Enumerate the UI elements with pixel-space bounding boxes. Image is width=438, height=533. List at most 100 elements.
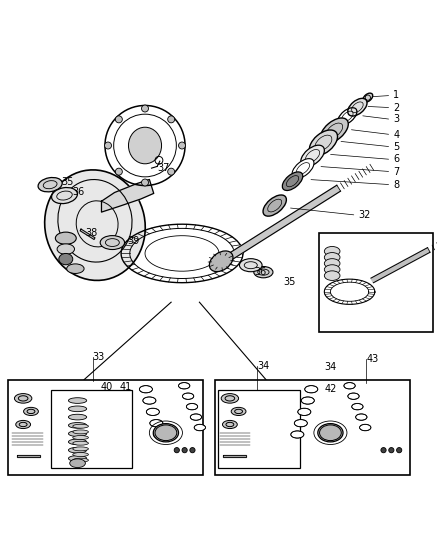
Circle shape [115, 116, 122, 123]
Ellipse shape [73, 424, 88, 428]
Ellipse shape [59, 254, 73, 265]
Ellipse shape [301, 145, 325, 167]
Ellipse shape [139, 385, 152, 393]
Ellipse shape [70, 459, 85, 467]
Ellipse shape [298, 408, 311, 416]
Ellipse shape [240, 259, 262, 272]
Polygon shape [80, 229, 95, 239]
Circle shape [190, 448, 195, 453]
Ellipse shape [24, 407, 39, 416]
Text: 3: 3 [393, 115, 399, 124]
Ellipse shape [209, 251, 233, 272]
Ellipse shape [226, 422, 234, 426]
Text: 35: 35 [61, 176, 74, 187]
Circle shape [381, 448, 386, 453]
Ellipse shape [320, 118, 348, 143]
Ellipse shape [194, 424, 205, 431]
Ellipse shape [348, 393, 359, 399]
Ellipse shape [68, 423, 87, 428]
Text: 1: 1 [393, 91, 399, 100]
Polygon shape [102, 180, 154, 212]
Bar [8, 379, 203, 474]
Ellipse shape [235, 409, 243, 414]
Circle shape [115, 168, 122, 175]
Text: 43: 43 [366, 354, 378, 364]
Text: 5: 5 [393, 142, 399, 152]
Ellipse shape [52, 188, 78, 204]
Ellipse shape [223, 421, 237, 429]
Ellipse shape [292, 159, 314, 179]
Bar [215, 379, 410, 474]
Ellipse shape [19, 422, 27, 426]
Text: 35: 35 [283, 277, 296, 287]
Ellipse shape [14, 393, 32, 403]
Ellipse shape [294, 419, 307, 427]
Ellipse shape [363, 93, 373, 102]
Ellipse shape [68, 406, 87, 411]
Text: 34: 34 [257, 361, 269, 371]
Ellipse shape [225, 395, 235, 401]
Ellipse shape [283, 172, 303, 190]
Ellipse shape [16, 421, 31, 429]
Polygon shape [223, 455, 247, 457]
Ellipse shape [27, 409, 35, 414]
Ellipse shape [190, 414, 201, 421]
Text: 7: 7 [393, 167, 399, 176]
Ellipse shape [352, 403, 363, 410]
Text: 37: 37 [157, 163, 170, 173]
Ellipse shape [324, 253, 340, 262]
Ellipse shape [324, 246, 340, 256]
Polygon shape [17, 455, 40, 457]
Bar [50, 390, 132, 467]
Ellipse shape [45, 170, 145, 280]
Ellipse shape [254, 266, 273, 278]
Ellipse shape [153, 424, 179, 442]
Ellipse shape [73, 453, 88, 456]
Polygon shape [371, 248, 430, 282]
Text: 36: 36 [254, 267, 267, 277]
Ellipse shape [221, 393, 239, 403]
Ellipse shape [100, 236, 124, 249]
Ellipse shape [67, 264, 84, 273]
Ellipse shape [146, 408, 159, 416]
Text: 8: 8 [393, 180, 399, 190]
Circle shape [179, 142, 185, 149]
Ellipse shape [73, 430, 88, 434]
Ellipse shape [68, 398, 87, 403]
Ellipse shape [291, 431, 304, 438]
Ellipse shape [68, 447, 87, 453]
Ellipse shape [179, 383, 190, 389]
Circle shape [168, 116, 175, 123]
Circle shape [182, 448, 187, 453]
Ellipse shape [73, 447, 88, 451]
Ellipse shape [186, 403, 198, 410]
Ellipse shape [68, 456, 87, 461]
Ellipse shape [55, 232, 76, 244]
Text: 6: 6 [393, 155, 399, 165]
Ellipse shape [143, 397, 156, 404]
Ellipse shape [68, 414, 87, 420]
Ellipse shape [38, 177, 62, 192]
Ellipse shape [344, 383, 355, 389]
Ellipse shape [73, 458, 88, 462]
Ellipse shape [183, 393, 194, 399]
Ellipse shape [360, 424, 371, 431]
Circle shape [141, 179, 148, 186]
Ellipse shape [231, 407, 246, 416]
Circle shape [168, 168, 175, 175]
Ellipse shape [324, 265, 340, 274]
Ellipse shape [68, 439, 87, 445]
Ellipse shape [57, 244, 74, 254]
Ellipse shape [324, 259, 340, 268]
Ellipse shape [150, 419, 163, 427]
Text: 36: 36 [72, 187, 85, 197]
Text: 39: 39 [127, 236, 140, 246]
Ellipse shape [356, 414, 367, 421]
Text: 33: 33 [93, 352, 105, 362]
Ellipse shape [73, 441, 88, 445]
Text: 41: 41 [120, 383, 132, 392]
Bar [218, 390, 300, 467]
Text: 42: 42 [324, 384, 337, 394]
Ellipse shape [128, 127, 162, 164]
Circle shape [174, 448, 180, 453]
